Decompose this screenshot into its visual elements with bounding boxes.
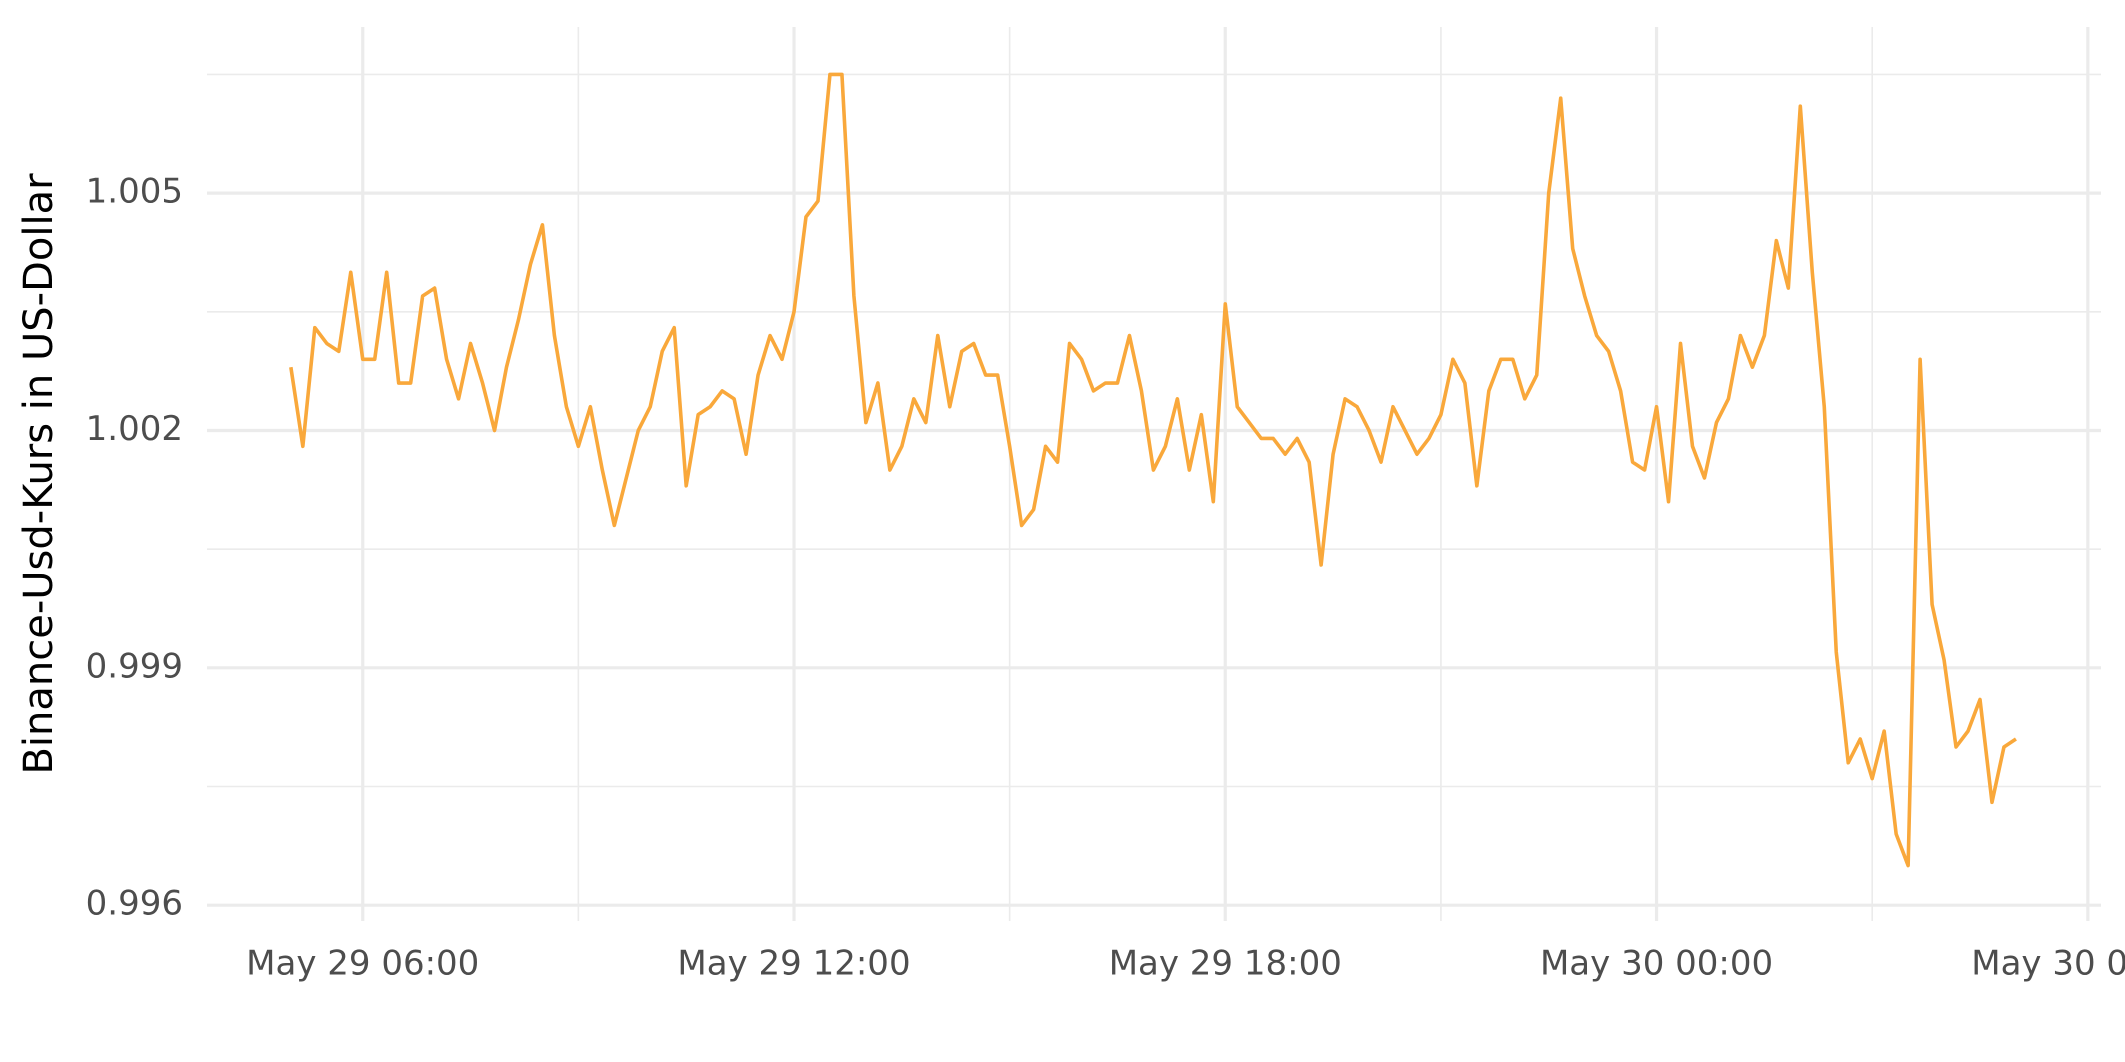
x-tick-label: May 30 00:00 [1540,944,1773,984]
y-axis-title: Binance-Usd-Kurs in US-Dollar [16,173,62,775]
x-tick-label: May 29 06:00 [246,944,479,984]
y-tick-label: 1.005 [86,172,183,212]
y-tick-label: 0.996 [86,884,183,924]
x-tick-label: May 29 18:00 [1109,944,1342,984]
x-tick-label: May 30 06:00 [1971,944,2125,984]
price-line [289,72,2017,868]
y-tick-label: 1.002 [86,409,183,449]
y-tick-label: 0.999 [86,646,183,686]
x-tick-label: May 29 12:00 [677,944,910,984]
